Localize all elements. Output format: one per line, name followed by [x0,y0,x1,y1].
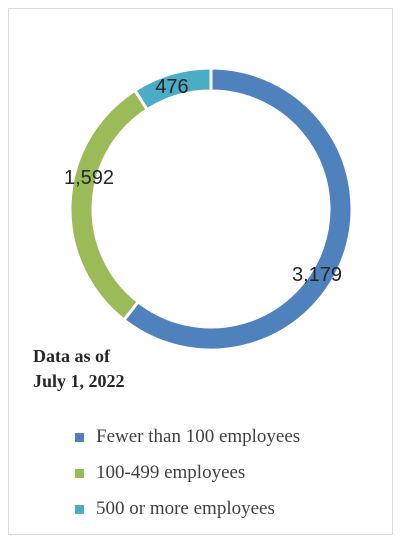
slice-value-label: 3,179 [292,264,342,286]
legend: Fewer than 100 employees 100-499 employe… [75,419,300,527]
slice-fewer-than-100 [121,66,354,352]
legend-swatch [75,504,84,514]
slice-value-label: 476 [155,76,188,98]
legend-item-fewer-than-100: Fewer than 100 employees [75,419,300,455]
legend-swatch [75,468,84,478]
donut-slices [68,66,354,352]
slice-value-label: 1,592 [64,167,114,189]
slice-100-499 [68,88,150,323]
legend-label: 100-499 employees [96,462,246,483]
legend-label: 500 or more employees [96,498,275,519]
note-line-2: July 1, 2022 [33,371,125,391]
slice-500-plus [132,66,213,112]
legend-swatch [75,432,84,442]
legend-label: Fewer than 100 employees [96,426,301,447]
data-date-note: Data as of July 1, 2022 [33,344,125,394]
note-line-1: Data as of [33,346,110,366]
donut-labels: 3,179 1,592 476 [64,76,342,286]
legend-item-500-plus: 500 or more employees [75,491,300,527]
legend-item-100-499: 100-499 employees [75,455,300,491]
